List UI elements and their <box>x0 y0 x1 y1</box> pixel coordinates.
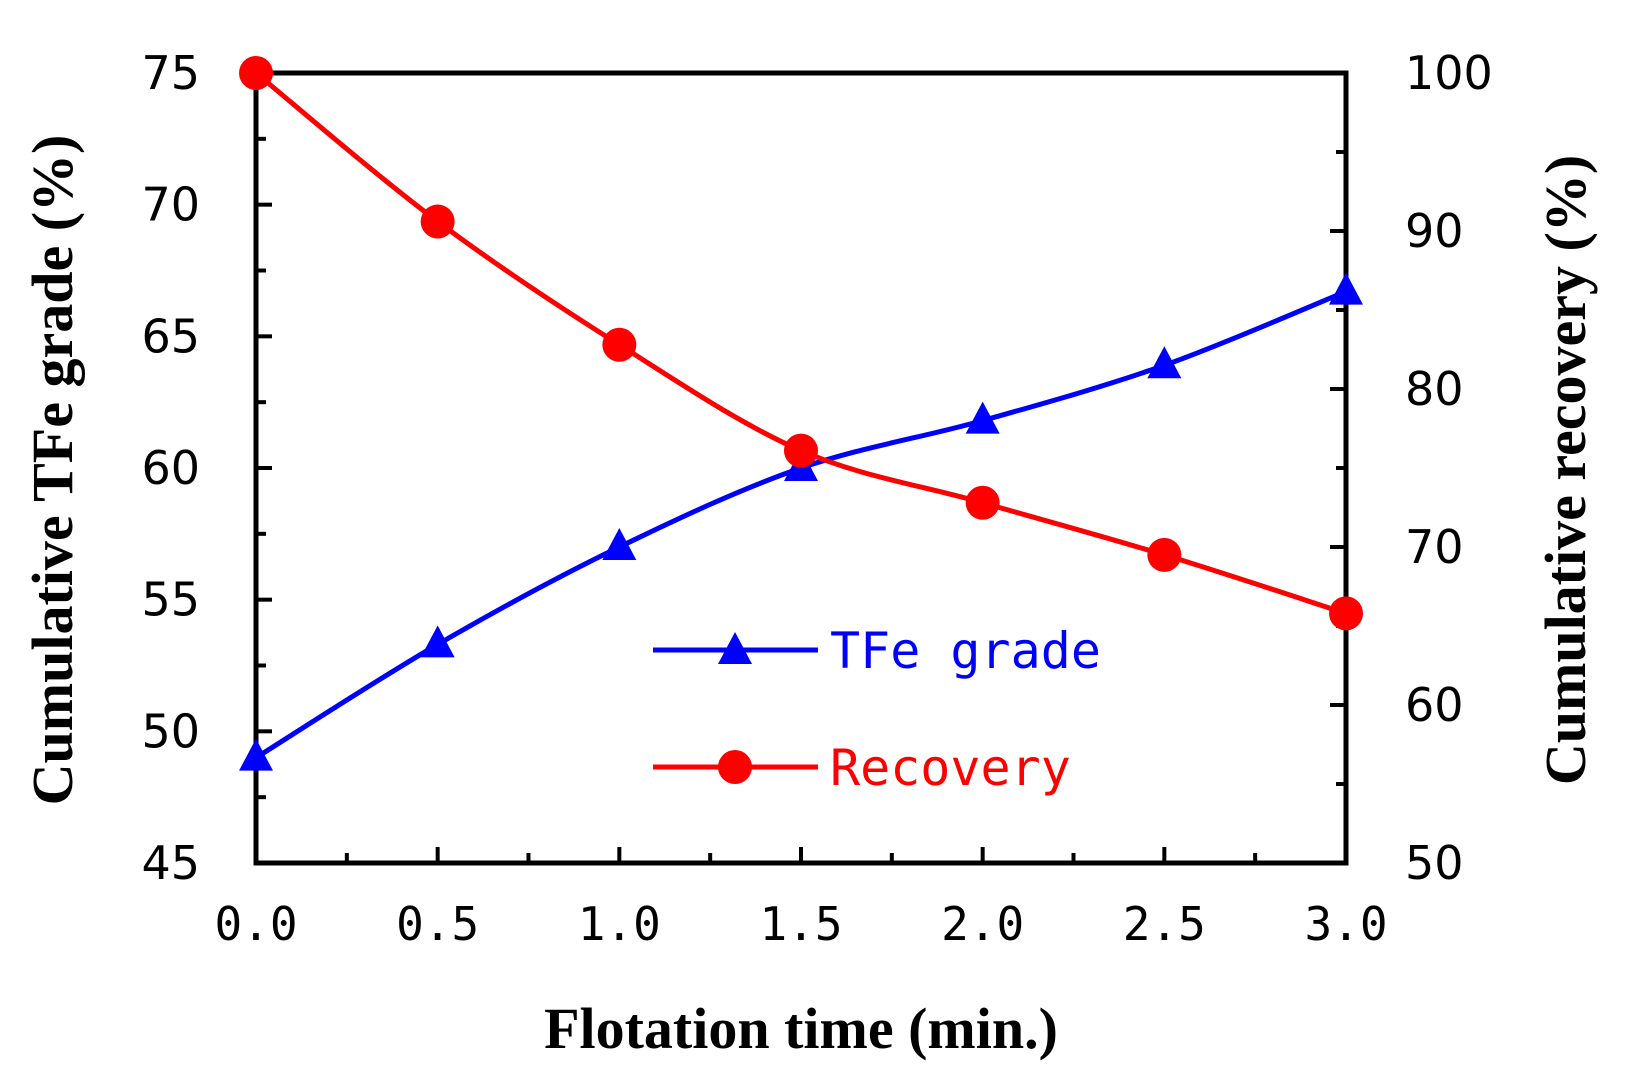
legend: TFe grade Recovery <box>653 622 1101 797</box>
legend-marker-recovery <box>718 750 752 784</box>
data-point-tfe-grade <box>239 738 273 771</box>
data-point-tfe-grade <box>1147 346 1182 379</box>
x-axis-title: Flotation time (min.) <box>544 996 1058 1061</box>
x-axis-ticks: 0.0 0.5 1.0 1.5 2.0 2.5 3.0 <box>214 847 1388 951</box>
x-tick-label: 0.0 <box>214 897 297 951</box>
data-point-recovery <box>239 56 273 90</box>
y2-tick-label: 80 <box>1405 362 1464 416</box>
y-tick-label: 55 <box>141 573 200 627</box>
x-tick-label: 2.0 <box>941 897 1024 951</box>
x-tick-label: 2.5 <box>1123 897 1206 951</box>
x-tick-label: 3.0 <box>1304 897 1387 951</box>
data-point-recovery <box>784 433 818 468</box>
data-point-tfe-grade <box>965 401 1000 434</box>
series-layer <box>239 56 1363 771</box>
data-point-recovery <box>965 485 1000 520</box>
data-point-recovery <box>420 204 455 239</box>
y2-tick-label: 70 <box>1405 520 1464 574</box>
data-point-tfe-grade <box>1329 272 1363 305</box>
data-point-recovery <box>1329 596 1363 631</box>
y-tick-label: 75 <box>141 46 200 100</box>
legend-label-recovery: Recovery <box>830 739 1071 797</box>
y2-tick-label: 100 <box>1405 46 1493 100</box>
y2-axis-title: Cumulative recovery (%) <box>1533 155 1598 785</box>
series-line-recovery <box>254 71 1347 616</box>
x-tick-label: 1.5 <box>759 897 842 951</box>
y2-tick-label: 50 <box>1405 836 1464 890</box>
y-tick-label: 60 <box>141 441 200 495</box>
y2-axis-ticks: 50 60 70 80 90 100 <box>1330 46 1493 890</box>
legend-label-tfe-grade: TFe grade <box>830 622 1101 680</box>
series-line-tfe-grade <box>254 289 1347 760</box>
data-point-tfe-grade <box>602 528 637 560</box>
y2-tick-label: 60 <box>1405 678 1464 732</box>
legend-marker-tfe-grade <box>718 632 752 664</box>
y2-tick-label: 90 <box>1405 204 1464 258</box>
x-tick-label: 1.0 <box>578 897 661 951</box>
y-tick-label: 50 <box>141 704 200 758</box>
y-axis-title: Cumulative TFe grade (%) <box>20 135 85 806</box>
data-point-recovery <box>1147 537 1182 572</box>
y-tick-label: 70 <box>141 178 200 232</box>
y-tick-label: 65 <box>141 309 200 363</box>
data-point-tfe-grade <box>420 625 455 658</box>
y-tick-label: 45 <box>141 836 200 890</box>
y-axis-ticks: 45 50 55 60 65 70 75 <box>141 46 272 890</box>
data-point-recovery <box>602 327 637 362</box>
x-tick-label: 0.5 <box>396 897 479 951</box>
